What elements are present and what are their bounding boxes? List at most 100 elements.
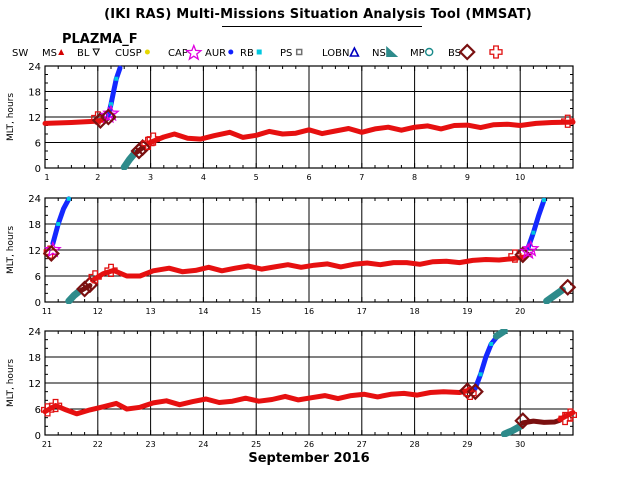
bs-diamond-marker [559, 278, 577, 296]
x-tick-label: 13 [146, 307, 156, 316]
x-tick-label: 26 [304, 440, 314, 449]
x-tick-label: 19 [462, 307, 472, 316]
rb-point [531, 230, 536, 235]
bs-cross-marker [558, 411, 572, 426]
y-tick-label: 24 [28, 194, 41, 205]
x-tick-label: 30 [515, 440, 525, 449]
cross-marker-icon [489, 45, 503, 59]
bs-cross-marker [561, 114, 575, 128]
bs-diamond-marker [466, 383, 484, 401]
x-tick-label: 2 [95, 173, 100, 182]
y-axis-label: MLT, hours [6, 93, 16, 141]
y-tick-label: 0 [35, 164, 41, 175]
x-tick-label: 20 [515, 307, 525, 316]
y-tick-label: 24 [28, 327, 41, 338]
x-axis-label: September 2016 [248, 451, 369, 466]
bs-diamond-marker [514, 412, 532, 430]
dot-marker-icon [144, 49, 150, 55]
chart-panel-2: 11 12 13 14 15 16 17 18 19 20 0 6 12 18 24 MLT, hours [6, 194, 577, 316]
bs-diamond-marker [42, 244, 60, 263]
page-title: (IKI RAS) Multi-Missions Situation Analy… [104, 7, 532, 22]
x-tick-label: 23 [146, 440, 156, 449]
ps-square-icon [295, 48, 303, 56]
cap-star-icon [184, 43, 203, 61]
x-tick-label: 6 [306, 173, 311, 182]
bs-diamond-icon [458, 43, 476, 61]
y-tick-label: 12 [28, 246, 41, 257]
series-sw-line [90, 254, 528, 283]
rb-point [478, 372, 483, 377]
x-tick-label: 18 [410, 307, 420, 316]
y-tick-label: 18 [28, 353, 41, 364]
series-sw-line [42, 117, 106, 126]
x-tick-label: 14 [198, 307, 208, 316]
rb-point [66, 196, 71, 201]
y-tick-label: 6 [35, 405, 41, 416]
mission-name: PLAZMA_F [62, 32, 138, 47]
y-tick-label: 6 [35, 272, 41, 283]
ns-triangle-icon [386, 46, 399, 57]
plot-frame [44, 65, 574, 169]
x-tick-label: 7 [359, 173, 364, 182]
data-layer [42, 65, 576, 170]
legend-label: PS [280, 48, 292, 59]
legend-label: NS [372, 48, 386, 59]
title-underline [222, 26, 422, 27]
bs-diamond-marker [76, 280, 94, 298]
x-tick-label: 27 [357, 440, 367, 449]
x-tick-label: 5 [254, 173, 259, 182]
series-ns-line [65, 287, 83, 304]
plot-frame [44, 330, 574, 436]
bs-cross-marker [104, 263, 118, 278]
mp-circle-icon [425, 47, 434, 57]
x-tick-label: 12 [93, 307, 103, 316]
bs-cross-marker [88, 270, 102, 284]
chart-panel-3: 21 22 23 24 25 26 27 28 29 30 0 6 12 18 24 MLT, hours Se… [6, 327, 578, 466]
bs-cross-marker [563, 408, 578, 422]
y-tick-label: 12 [28, 379, 41, 390]
bs-cross-marker [48, 398, 63, 413]
y-tick-label: 0 [35, 298, 41, 309]
y-tick-label: 18 [28, 220, 41, 231]
bs-diamond-marker [130, 142, 148, 160]
legend-label: MS [42, 48, 57, 59]
rb-point [109, 102, 113, 107]
legend-label: AUR [205, 48, 226, 59]
rb-point [56, 222, 61, 226]
x-tick-label: 24 [198, 440, 208, 449]
series-ns-line [492, 329, 508, 340]
y-axis-label: MLT, hours [6, 226, 16, 274]
x-tick-label: 25 [251, 440, 261, 449]
legend-label: CAP [168, 48, 188, 59]
series-ns-line [543, 286, 566, 304]
rb-square-icon [256, 49, 262, 55]
x-tick-label: 21 [42, 440, 52, 449]
bs-cross-marker [146, 132, 160, 146]
x-tick-label: 3 [148, 173, 153, 182]
x-tick-label: 4 [201, 173, 206, 182]
y-tick-label: 6 [35, 139, 41, 150]
x-tick-label: 1 [44, 173, 49, 182]
y-tick-label: 0 [35, 431, 41, 442]
dot-marker-icon [228, 49, 234, 55]
y-tick-label: 12 [28, 113, 41, 124]
bs-cross-marker [91, 111, 105, 125]
data-layer [42, 196, 577, 304]
legend-label: BL [77, 48, 90, 59]
bs-diamond-marker [134, 139, 152, 157]
x-tick-label: 17 [357, 307, 367, 316]
series-aur-line [472, 335, 499, 391]
legend-label: MP [410, 48, 425, 59]
series-ns-line [500, 422, 524, 437]
series-aur-line [50, 196, 72, 246]
y-tick-label: 18 [28, 88, 41, 99]
bl-marker-icon [92, 48, 101, 57]
cap-star-marker [519, 242, 538, 260]
x-tick-label: 9 [465, 173, 470, 182]
legend-label: BS [448, 48, 461, 59]
data-layer [40, 329, 578, 437]
region-legend: SW MS BL CUSP CAP AUR RB PS LOBN NS MP BS [12, 43, 503, 61]
